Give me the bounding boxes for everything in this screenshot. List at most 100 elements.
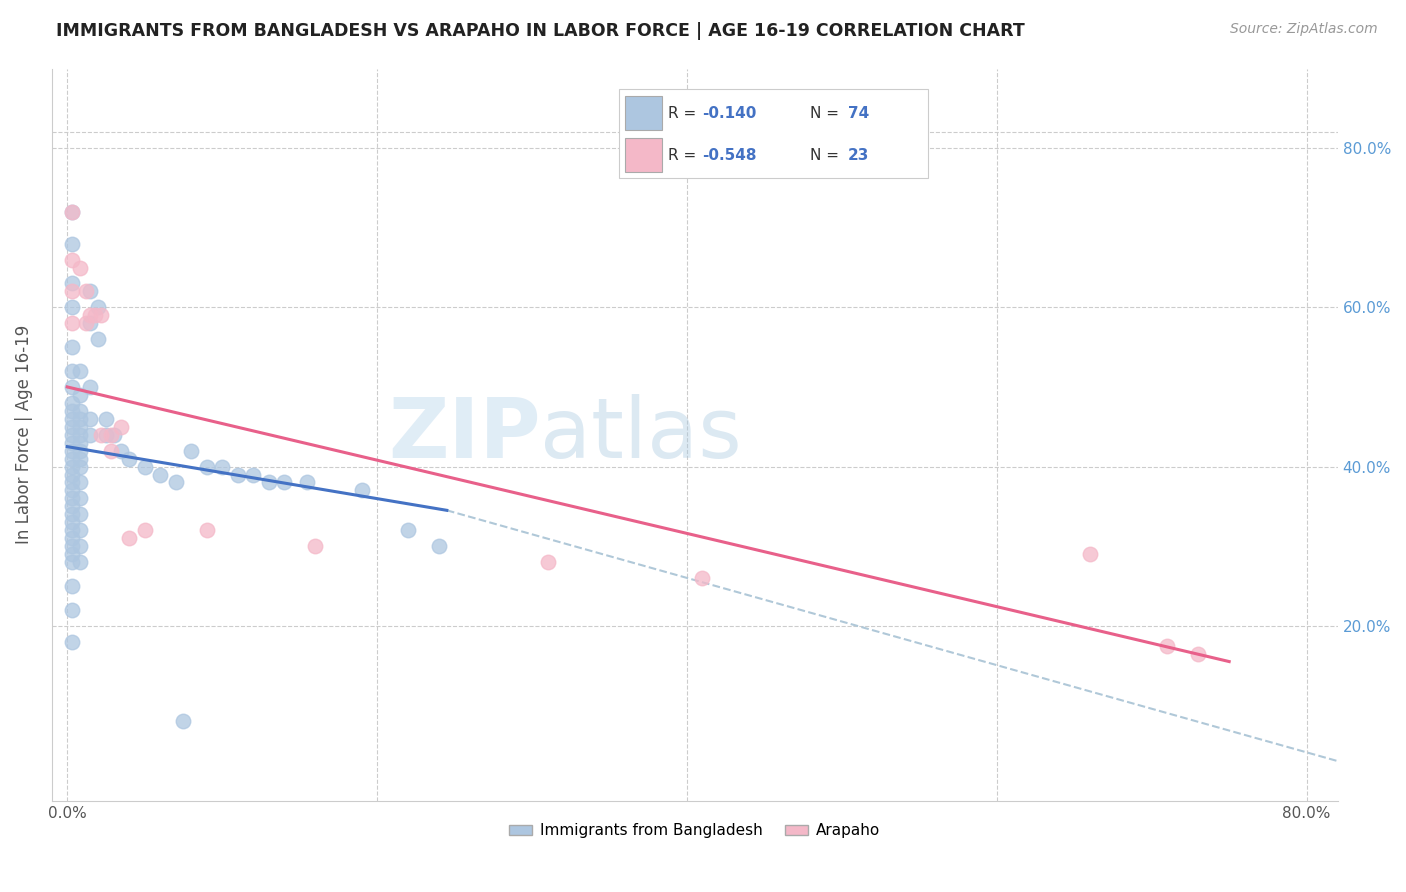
Text: -0.548: -0.548 (702, 148, 756, 162)
FancyBboxPatch shape (624, 96, 662, 130)
Point (134, 459, 156, 474)
Point (60, 364, 83, 378)
Point (60, 380, 83, 394)
Text: N =: N = (810, 148, 844, 162)
Text: R =: R = (668, 106, 702, 120)
Point (100, 427, 122, 442)
Point (69, 539, 91, 553)
Point (60, 443, 83, 458)
Point (60, 491, 83, 506)
Point (79, 427, 101, 442)
Point (87, 332, 110, 346)
Point (1187, 647, 1209, 661)
Point (79, 308, 101, 322)
Point (257, 475, 280, 490)
Point (69, 388, 91, 402)
Point (396, 523, 419, 537)
Point (94, 427, 117, 442)
Point (94, 411, 117, 425)
Point (69, 451, 91, 466)
Text: atlas: atlas (540, 394, 742, 475)
Point (60, 252, 83, 267)
Point (427, 539, 450, 553)
Point (60, 579, 83, 593)
Point (69, 443, 91, 458)
Point (69, 475, 91, 490)
Point (60, 404, 83, 418)
Point (84, 308, 107, 322)
Point (69, 260, 91, 275)
Point (69, 404, 91, 418)
Point (195, 459, 218, 474)
Point (304, 539, 326, 553)
Point (60, 435, 83, 450)
Point (69, 419, 91, 434)
FancyBboxPatch shape (624, 138, 662, 172)
Point (60, 204, 83, 219)
Point (134, 523, 156, 537)
Text: IMMIGRANTS FROM BANGLADESH VS ARAPAHO IN LABOR FORCE | AGE 16-19 CORRELATION CHA: IMMIGRANTS FROM BANGLADESH VS ARAPAHO IN… (56, 22, 1025, 40)
Point (60, 419, 83, 434)
Point (79, 316, 101, 330)
Point (69, 459, 91, 474)
Point (110, 419, 132, 434)
Point (180, 443, 202, 458)
Legend: Immigrants from Bangladesh, Arapaho: Immigrants from Bangladesh, Arapaho (503, 817, 886, 845)
Point (79, 285, 101, 299)
Point (60, 427, 83, 442)
Point (79, 380, 101, 394)
Point (226, 467, 249, 482)
Point (75, 316, 97, 330)
Point (172, 714, 194, 729)
Point (195, 523, 218, 537)
Text: N =: N = (810, 106, 844, 120)
FancyBboxPatch shape (619, 89, 928, 178)
Point (60, 531, 83, 545)
Point (118, 531, 141, 545)
Point (149, 467, 172, 482)
Point (60, 483, 83, 498)
Point (60, 500, 83, 514)
Point (69, 555, 91, 569)
Point (242, 467, 264, 482)
Y-axis label: In Labor Force | Age 16-19: In Labor Force | Age 16-19 (15, 325, 32, 544)
Point (60, 467, 83, 482)
Point (69, 491, 91, 506)
Point (60, 316, 83, 330)
Point (60, 451, 83, 466)
Point (75, 285, 97, 299)
Point (60, 340, 83, 354)
Point (103, 427, 125, 442)
Point (60, 459, 83, 474)
Point (90, 308, 112, 322)
Text: R =: R = (668, 148, 702, 162)
Point (118, 451, 141, 466)
Point (536, 555, 558, 569)
Point (1156, 639, 1178, 653)
Point (69, 523, 91, 537)
Point (1078, 547, 1101, 561)
Point (60, 603, 83, 617)
Point (60, 523, 83, 537)
Point (60, 475, 83, 490)
Point (69, 508, 91, 522)
Text: -0.140: -0.140 (702, 106, 756, 120)
Text: 23: 23 (848, 148, 869, 162)
Point (60, 539, 83, 553)
Point (69, 411, 91, 425)
Point (60, 236, 83, 251)
Point (110, 443, 132, 458)
Point (60, 301, 83, 315)
Point (60, 634, 83, 648)
Point (350, 483, 373, 498)
Point (69, 435, 91, 450)
Point (60, 396, 83, 410)
Point (79, 411, 101, 425)
Point (60, 204, 83, 219)
Text: ZIP: ZIP (388, 394, 540, 475)
Text: 74: 74 (848, 106, 869, 120)
Point (60, 285, 83, 299)
Point (60, 547, 83, 561)
Point (60, 411, 83, 425)
Point (60, 277, 83, 291)
